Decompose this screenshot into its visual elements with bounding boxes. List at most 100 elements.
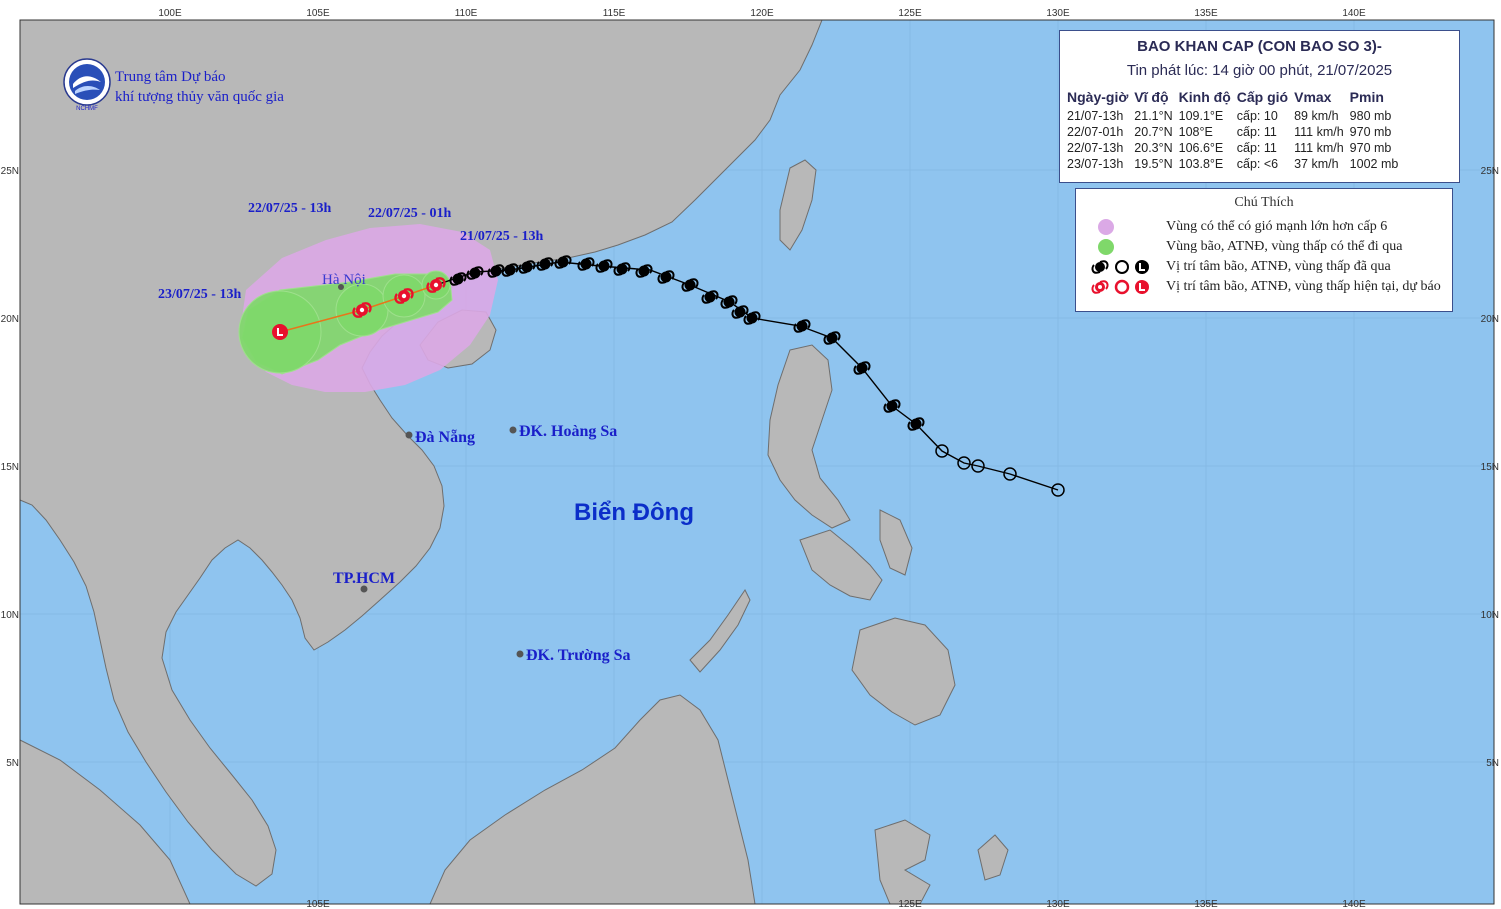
bulletin-table-header: Ngày-giờ Vĩ độ Kinh độ Cấp gió Vmax Pmin <box>1064 89 1401 108</box>
borneo-island <box>429 694 756 905</box>
track-point-low <box>971 459 985 473</box>
table-cell: 970 mb <box>1349 125 1392 139</box>
legend-item-label: Vùng có thể có gió mạnh lớn hơn cấp 6 <box>1166 219 1388 234</box>
table-cell: 970 mb <box>1349 141 1392 155</box>
table-cell: 22/07-01h <box>1067 125 1124 139</box>
lon-tick-label: 130E <box>1046 899 1070 909</box>
track-point-storm <box>487 264 505 278</box>
taiwan-island <box>779 159 817 251</box>
track-point-low <box>1003 467 1017 481</box>
legend-item-label: Vị trí tâm bão, ATNĐ, vùng thấp đã qua <box>1166 259 1391 274</box>
lon-tick-label: 110E <box>455 8 478 19</box>
label-danang: Đà Nẵng <box>415 429 475 446</box>
track-point-storm <box>720 295 738 309</box>
table-cell: 103.8°E <box>1178 157 1224 171</box>
track-point-storm <box>883 399 901 413</box>
org-logo-text: NCHMF <box>76 106 98 112</box>
lon-tick-label: 120E <box>750 8 774 19</box>
table-row: 22/07-01h 20.7°N 108°E cấp: 11 111 km/h … <box>1064 124 1401 140</box>
track-point-low <box>957 456 971 470</box>
lon-tick-label: 140E <box>1342 899 1366 909</box>
column-header: Vmax <box>1294 89 1332 105</box>
table-cell: 22/07-13h <box>1067 141 1124 155</box>
time-label-t24: 22/07/25 - 13h <box>248 201 331 216</box>
track-point-storm <box>554 255 572 269</box>
track-point-storm <box>518 260 536 274</box>
forecast-point-24h <box>352 302 372 318</box>
track-point-storm <box>793 319 811 333</box>
table-cell: 109.1°E <box>1178 109 1224 123</box>
legend-item-label: Vị trí tâm bão, ATNĐ, vùng thấp hiện tại… <box>1166 279 1441 294</box>
table-cell: 111 km/h <box>1294 141 1344 155</box>
label-hoangsa: ĐK. Hoàng Sa <box>519 423 617 440</box>
lon-tick-label: 105E <box>306 8 330 19</box>
lat-tick-label: 15N <box>1 462 19 473</box>
label-truongsa: ĐK. Trường Sa <box>526 647 631 664</box>
lat-labels-left: 25N 20N 15N 10N 5N <box>1 166 19 769</box>
past-storm-markers <box>449 255 925 431</box>
lat-labels-right: 25N 20N 15N 10N 5N <box>1481 166 1499 769</box>
lat-tick-label: 5N <box>6 758 19 769</box>
track-point-low <box>935 444 949 458</box>
forecast-position-symbols-icon <box>1091 279 1149 295</box>
forecast-point-0h <box>426 277 446 293</box>
halmahera-island <box>977 834 1009 881</box>
lon-tick-label: 100E <box>158 8 182 19</box>
track-point-low <box>1051 483 1065 497</box>
track-point-storm <box>823 331 841 345</box>
org-logo: NCHMF <box>63 58 111 112</box>
hoangsa-dot <box>509 426 517 434</box>
table-cell: 37 km/h <box>1294 157 1339 171</box>
track-point-storm <box>681 278 699 292</box>
legend-box: Chú Thích Vùng có thể có gió mạnh lớn hơ… <box>1075 188 1453 312</box>
mainland-asia <box>19 19 823 887</box>
track-point-storm <box>701 290 719 304</box>
legend-item-past-positions: Vị trí tâm bão, ATNĐ, vùng thấp đã qua <box>1086 257 1446 277</box>
lat-tick-label: 15N <box>1481 462 1499 473</box>
table-row: 23/07-13h 19.5°N 103.8°E cấp: <6 37 km/h… <box>1064 156 1401 172</box>
table-cell: cấp: 10 <box>1236 109 1278 123</box>
forecast-storm-markers <box>272 277 446 340</box>
city-markers <box>338 284 524 658</box>
table-cell: cấp: <6 <box>1236 157 1279 171</box>
table-cell: 20.3°N <box>1134 141 1173 155</box>
table-cell: cấp: 11 <box>1236 141 1277 155</box>
lon-tick-label: 105E <box>306 899 330 909</box>
table-cell: 111 km/h <box>1294 125 1344 139</box>
past-low-pressure-markers <box>935 444 1065 497</box>
lat-tick-label: 25N <box>1481 166 1499 177</box>
table-cell: 89 km/h <box>1294 109 1339 123</box>
lon-tick-label: 135E <box>1194 8 1218 19</box>
column-header: Ngày-giờ <box>1067 89 1129 105</box>
hcm-dot <box>360 585 368 593</box>
bulletin-title: BAO KHAN CAP (CON BAO SO 3)- <box>1137 38 1382 55</box>
truongsa-dot <box>516 650 524 658</box>
forecast-track-line <box>279 284 437 333</box>
label-hanoi: Hà Nội <box>322 272 366 288</box>
table-row: 21/07-13h 21.1°N 109.1°E cấp: 10 89 km/h… <box>1064 108 1401 124</box>
track-point-storm <box>613 262 631 276</box>
green-zone-swatch <box>1098 239 1114 255</box>
track-point-storm <box>657 270 675 284</box>
legend-title: Chú Thích <box>1234 195 1294 210</box>
lon-tick-label: 140E <box>1342 8 1366 19</box>
palawan-island <box>689 589 751 673</box>
org-name-line1: Trung tâm Dự báo <box>115 69 226 85</box>
table-cell: cấp: 11 <box>1236 125 1277 139</box>
org-name-line2: khí tượng thủy văn quốc gia <box>115 89 284 105</box>
time-label-t48: 23/07/25 - 13h <box>158 287 241 302</box>
table-cell: 19.5°N <box>1134 157 1173 171</box>
past-position-symbols-icon <box>1091 260 1149 274</box>
visayas-islands <box>799 529 883 601</box>
table-cell: 21.1°N <box>1134 109 1173 123</box>
time-label-t0: 21/07/25 - 13h <box>460 229 543 244</box>
table-cell: 108°E <box>1178 125 1213 139</box>
track-point-storm <box>731 305 749 319</box>
column-header: Pmin <box>1349 89 1384 105</box>
track-point-storm <box>536 257 554 271</box>
column-header: Vĩ độ <box>1134 89 1169 105</box>
label-sea: Biển Đông <box>574 499 694 526</box>
lon-tick-label: 135E <box>1194 899 1218 909</box>
track-point-storm <box>853 361 871 375</box>
track-point-storm <box>635 264 653 278</box>
